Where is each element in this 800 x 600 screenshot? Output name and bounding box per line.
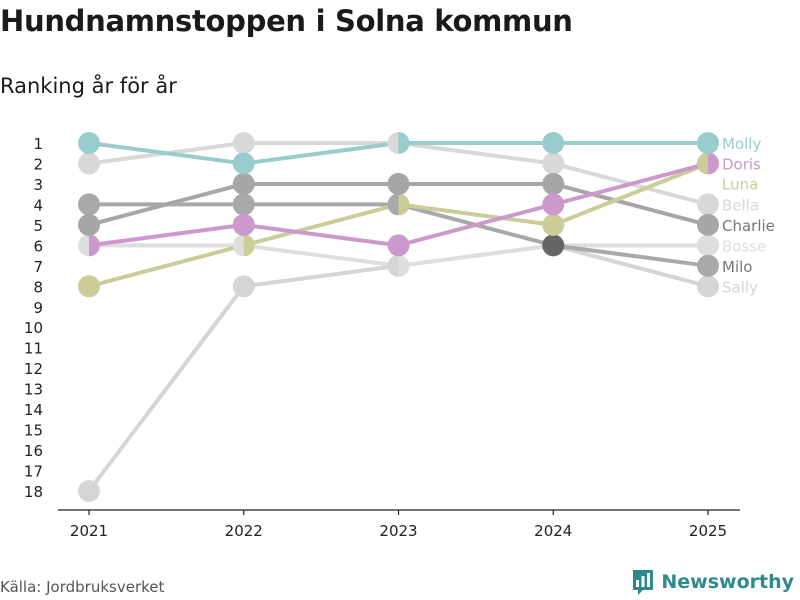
data-point bbox=[542, 132, 565, 154]
y-tick-label: 17 bbox=[24, 463, 43, 481]
data-point bbox=[232, 234, 244, 257]
data-point bbox=[78, 275, 100, 298]
data-point bbox=[78, 234, 89, 257]
source-note: Källa: Jordbruksverket bbox=[0, 578, 165, 596]
y-tick-label: 8 bbox=[33, 278, 43, 296]
y-tick-label: 13 bbox=[24, 381, 43, 399]
x-tick-label: 2023 bbox=[379, 522, 417, 540]
y-tick-label: 2 bbox=[33, 155, 43, 173]
data-point bbox=[387, 172, 410, 195]
series-label-molly: Molly bbox=[722, 135, 761, 153]
series-line-sally bbox=[87, 243, 710, 493]
y-tick-label: 4 bbox=[33, 196, 43, 214]
series-labels: Sally Bosse Bella Milo Charlie Luna Doris Molly bbox=[722, 135, 775, 296]
data-point bbox=[398, 132, 410, 154]
data-point bbox=[697, 254, 719, 277]
data-point bbox=[697, 234, 719, 257]
data-point bbox=[697, 213, 719, 236]
y-tick-label: 12 bbox=[24, 360, 43, 378]
y-tick-label: 10 bbox=[24, 319, 43, 337]
x-tick-label: 2024 bbox=[534, 522, 572, 540]
y-tick-label: 7 bbox=[33, 258, 43, 276]
data-point bbox=[387, 132, 399, 154]
y-tick-label: 16 bbox=[24, 442, 43, 460]
data-point bbox=[232, 275, 255, 298]
chart-subtitle: Ranking år för år bbox=[0, 74, 177, 98]
data-point bbox=[78, 152, 100, 175]
data-point bbox=[542, 152, 565, 175]
data-point bbox=[232, 172, 255, 195]
y-tick-label: 11 bbox=[24, 340, 43, 358]
y-tick-label: 18 bbox=[24, 483, 43, 501]
data-point bbox=[89, 234, 100, 257]
series-label-milo: Milo bbox=[722, 258, 752, 276]
x-tick-label: 2022 bbox=[225, 522, 263, 540]
data-point bbox=[387, 254, 399, 277]
data-point bbox=[387, 193, 399, 216]
data-point bbox=[232, 152, 255, 175]
data-point bbox=[542, 234, 565, 257]
series-label-bosse: Bosse bbox=[722, 237, 766, 255]
brand-logo[interactable]: Newsworthy bbox=[631, 568, 794, 596]
y-tick-label: 3 bbox=[33, 176, 43, 194]
data-point bbox=[542, 172, 565, 195]
data-point bbox=[232, 132, 255, 154]
data-point bbox=[232, 213, 255, 236]
y-tick-label: 9 bbox=[33, 299, 43, 317]
bar-chart-icon bbox=[633, 570, 654, 595]
series-label-doris: Doris bbox=[722, 155, 761, 173]
data-point bbox=[697, 275, 719, 298]
axes: 2021 2022 2023 2024 202512345678910111213141… bbox=[24, 135, 740, 540]
data-point bbox=[398, 193, 410, 216]
data-point bbox=[697, 193, 719, 216]
data-point bbox=[697, 132, 719, 154]
data-point bbox=[243, 234, 255, 257]
y-tick-label: 15 bbox=[24, 422, 43, 440]
data-point bbox=[542, 193, 565, 216]
data-point bbox=[697, 152, 708, 175]
y-tick-label: 5 bbox=[33, 217, 43, 235]
data-point bbox=[78, 132, 100, 154]
series-points bbox=[78, 132, 719, 502]
series-label-sally: Sally bbox=[722, 278, 758, 296]
series-label-luna: Luna bbox=[722, 175, 758, 193]
x-tick-label: 2021 bbox=[70, 522, 108, 540]
data-point bbox=[387, 234, 410, 257]
data-point bbox=[78, 193, 100, 216]
data-point bbox=[398, 254, 410, 277]
data-point bbox=[542, 213, 565, 236]
data-point bbox=[78, 213, 100, 236]
data-point bbox=[708, 152, 719, 175]
x-tick-label: 2025 bbox=[689, 522, 727, 540]
y-tick-label: 1 bbox=[33, 135, 43, 153]
y-tick-label: 6 bbox=[33, 237, 43, 255]
data-point bbox=[232, 193, 255, 216]
chart-title: Hundnamnstoppen i Solna kommun bbox=[0, 4, 573, 38]
series-label-bella: Bella bbox=[722, 196, 759, 214]
data-point bbox=[78, 480, 100, 502]
series-label-charlie: Charlie bbox=[722, 217, 775, 235]
y-tick-label: 14 bbox=[24, 401, 43, 419]
brand-name: Newsworthy bbox=[661, 571, 794, 593]
